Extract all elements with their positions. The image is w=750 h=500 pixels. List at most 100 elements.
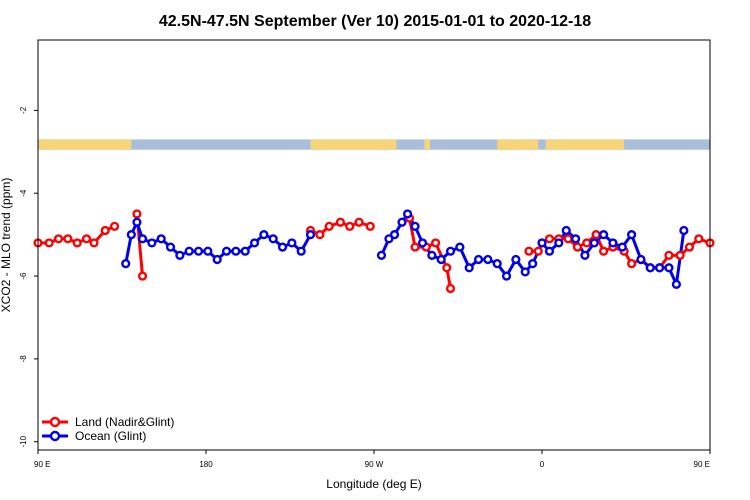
- ocean-data-point: [645, 263, 655, 273]
- ocean-data-point: [501, 271, 512, 281]
- land-data-point: [89, 238, 99, 248]
- ocean-data-point: [608, 238, 618, 248]
- ocean-data-point: [277, 242, 288, 252]
- y-axis-ticks: -2 -4 -6 -8 -10: [19, 106, 38, 447]
- land-data-point: [544, 234, 555, 244]
- land-data-point: [109, 221, 120, 231]
- y-tick-label: -4: [19, 189, 28, 197]
- ocean-data-point: [175, 250, 185, 260]
- land-data-point: [664, 250, 674, 260]
- ocean-data-point: [473, 254, 484, 265]
- land-data-point: [63, 234, 73, 244]
- legend: Land (Nadir&Glint)Ocean (Glint): [42, 415, 174, 443]
- ocean-data-point: [184, 246, 194, 256]
- land-data-point: [572, 242, 583, 252]
- land-data-point: [563, 234, 573, 244]
- ocean-data-point: [427, 250, 437, 260]
- land-data-point: [335, 217, 346, 227]
- ocean-data-point: [287, 238, 297, 248]
- map-strip: [38, 139, 710, 150]
- ocean-data-point: [626, 230, 637, 240]
- land-data-point: [345, 221, 355, 231]
- y-axis-label: XCO2 - MLO trend (ppm): [0, 178, 13, 313]
- ocean-data-point: [671, 279, 682, 289]
- y-tick-label: -10: [19, 435, 28, 447]
- ocean-data-point: [397, 217, 407, 227]
- land-legend-marker: [49, 416, 61, 428]
- ocean-data-point: [296, 246, 306, 256]
- ocean-data-point: [445, 246, 456, 256]
- ocean-data-point: [544, 246, 555, 256]
- land-data-point: [442, 263, 452, 273]
- land-data-point: [591, 230, 601, 240]
- ocean-data-point: [436, 254, 446, 265]
- ocean-data-point: [249, 238, 260, 248]
- ocean-data-point: [537, 238, 547, 248]
- ocean-data-point: [464, 263, 474, 273]
- ocean-data-point: [417, 238, 428, 248]
- ocean-data-point: [193, 246, 204, 256]
- land-data-point: [410, 242, 420, 252]
- ocean-data-point: [221, 246, 232, 256]
- ocean-data-point: [654, 263, 665, 273]
- land-data-point: [524, 246, 534, 256]
- ocean-data-point: [511, 254, 521, 265]
- land-data-point: [81, 234, 92, 244]
- ocean-data-point: [410, 221, 420, 231]
- map-strip-land: [545, 139, 625, 150]
- land-data-point: [365, 221, 375, 231]
- ocean-data-point: [561, 225, 571, 236]
- ocean-series-line: [124, 220, 312, 264]
- land-data-point: [626, 259, 637, 269]
- land-legend-label: Land (Nadir&Glint): [75, 415, 174, 429]
- land-data-point: [53, 234, 64, 244]
- x-tick-label: 180: [199, 460, 213, 469]
- land-data-point: [100, 225, 110, 236]
- ocean-data-point: [679, 225, 689, 236]
- ocean-data-point: [231, 246, 241, 256]
- ocean-data-point: [589, 238, 599, 248]
- x-tick-label: 0: [540, 460, 545, 469]
- ocean-data-point: [147, 238, 157, 248]
- ocean-data-point: [126, 230, 136, 240]
- ocean-data-point: [492, 259, 502, 269]
- ocean-data-point: [580, 250, 590, 260]
- land-data-point: [684, 242, 695, 252]
- map-strip-land: [310, 139, 397, 150]
- chart-title: 42.5N-47.5N September (Ver 10) 2015-01-0…: [159, 13, 591, 30]
- land-data-point: [445, 283, 456, 294]
- ocean-data-point: [570, 234, 581, 244]
- ocean-data-point: [636, 254, 646, 265]
- ocean-data-point: [212, 254, 222, 265]
- ocean-data-point: [259, 230, 269, 240]
- ocean-data-point: [305, 230, 316, 240]
- ocean-data-point: [528, 259, 538, 269]
- x-tick-label: 90 E: [34, 460, 50, 469]
- land-data-point: [354, 217, 364, 227]
- ocean-legend-marker: [49, 430, 61, 442]
- land-data-point: [598, 246, 609, 256]
- x-tick-label: 90 W: [365, 460, 384, 469]
- land-data-point: [431, 238, 441, 248]
- ocean-data-point: [203, 246, 213, 256]
- land-data-point: [694, 234, 704, 244]
- ocean-data-point: [483, 254, 493, 265]
- land-data-point: [72, 238, 82, 248]
- ocean-legend-label: Ocean (Glint): [75, 429, 146, 443]
- ocean-data-point: [520, 267, 530, 277]
- ocean-data-point: [403, 209, 413, 219]
- land-data-point: [44, 238, 54, 248]
- ocean-data-point: [598, 230, 609, 240]
- land-data-point: [675, 250, 685, 260]
- ocean-data-point: [664, 263, 674, 273]
- x-axis-ticks: 90 E 180 90 W 0 90 E: [34, 450, 711, 469]
- land-data-point: [533, 246, 543, 256]
- y-tick-label: -6: [19, 272, 28, 280]
- x-tick-label: 90 E: [694, 460, 710, 469]
- land-data-point: [315, 230, 325, 240]
- ocean-data-point: [389, 230, 400, 240]
- ocean-data-point: [455, 242, 465, 252]
- series-layer: [33, 209, 715, 294]
- ocean-data-point: [156, 234, 166, 244]
